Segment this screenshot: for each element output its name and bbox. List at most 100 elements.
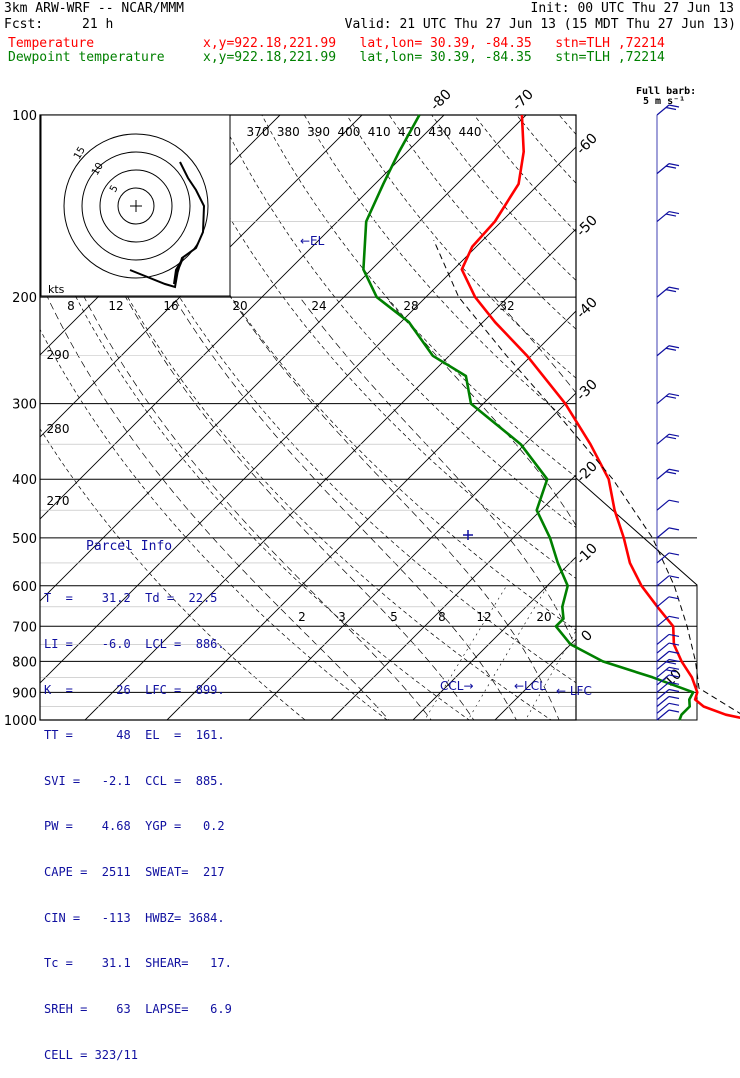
temperature-tick-label: -70 [509,86,536,113]
temperature-tick-label: -80 [427,86,454,113]
temperature-tick-label: -50 [573,212,600,239]
isotherm-line [659,115,740,720]
wind-barb-flag [666,396,676,398]
wind-barb-flag [666,472,676,474]
mixing-ratio-upper-label: 24 [311,299,326,313]
wind-barb-staff [657,528,669,538]
mixing-ratio-upper-label: 20 [232,299,247,313]
isotherm-line [577,115,740,720]
wind-barb-flag [666,214,676,216]
mixing-ratio-upper-label: 16 [163,299,178,313]
wind-barb-staff [657,651,669,661]
parcel-info-line: SREH = 63 LAPSE= 6.9 [44,1002,232,1017]
pressure-tick-label: 600 [12,580,37,595]
temperature-tick-label: -60 [573,130,600,157]
parcel-info-line: LI = -6.0 LCL = 886. [44,637,232,652]
wind-barb-staff [657,434,669,444]
wind-barb-staff [657,616,669,626]
theta-e-label: 430 [428,125,451,139]
mixing-ratio-upper-label: 32 [499,299,514,313]
wind-barb-staff [657,394,669,404]
wind-barb-staff [657,597,669,607]
parcel-info-line: T = 31.2 Td = 22.5 [44,591,232,606]
parcel-info-line: CELL = 323/11 [44,1048,232,1063]
lfc-annotation: ← LFC [556,684,592,698]
parcel-info-line: PW = 4.68 YGP = 0.2 [44,819,232,834]
mixing-ratio-lower-label: 8 [438,610,446,624]
theta-label: 290 [47,348,70,362]
dry-adiabat [644,115,740,733]
wind-barb-flag [669,500,679,502]
mixing-ratio-lower-label: 5 [390,610,398,624]
pressure-tick-label: 900 [12,686,37,701]
mixing-ratio-upper-label: 12 [108,299,123,313]
wind-barb-staff [657,287,669,297]
parcel-info-line: CIN = -113 HWBZ= 3684. [44,911,232,926]
moist-adiabat [624,297,729,733]
dry-adiabat [729,115,740,733]
wind-barb-flag [669,690,679,692]
wind-barb-staff [657,576,669,586]
parcel-info-line: SVI = -2.1 CCL = 885. [44,774,232,789]
mixing-ratio-lower-label: 12 [476,610,491,624]
wind-barb-flag [669,164,679,166]
mixing-ratio-upper-label: 28 [403,299,418,313]
wind-barb-flag [666,290,676,292]
temperature-tick-label: -10 [573,540,600,567]
wind-barb-flag [666,166,676,168]
wind-barb-staff [657,212,669,222]
theta-e-label: 380 [277,125,300,139]
wind-barb-flag [669,616,679,618]
wind-barb-flag [669,703,679,705]
wind-barb-flag [669,553,679,555]
hodograph-unit: kts [48,283,65,296]
mixing-ratio-line [625,586,702,733]
wind-barb-staff [657,469,669,479]
pressure-tick-label: 800 [12,655,37,670]
wind-barb-flag [669,212,679,214]
dry-adiabat [687,115,740,733]
ccl-annotation: CCL→ [440,679,474,693]
theta-e-label: 400 [337,125,360,139]
temperature-tick-label: 0 [578,627,596,645]
wind-legend-line2: 5 m s⁻¹ [643,94,685,109]
wind-barb-flag [669,528,679,530]
mixing-ratio-line [574,586,654,733]
parcel-info-line: Tc = 31.1 SHEAR= 17. [44,956,232,971]
theta-label: 270 [47,494,70,508]
wind-barb-flag [669,346,679,348]
wind-barb-flag [666,437,676,439]
dry-adiabat [602,115,740,733]
parcel-info-line: K = 26 LFC = 899. [44,683,232,698]
wind-barb-flag [669,434,679,436]
wind-barb-flag [669,710,679,712]
pressure-tick-label: 1000 [4,714,37,729]
temperature-tick-label: -20 [573,458,600,485]
pressure-tick-label: 200 [12,291,37,306]
pressure-tick-label: 500 [12,532,37,547]
el-annotation: ←EL [300,234,325,248]
parcel-info-line: CAPE = 2511 SWEAT= 217 [44,865,232,880]
temperature-tick-label: -30 [573,376,600,403]
wind-barb-flag [669,287,679,289]
mixing-ratio-lower-label: 3 [338,610,346,624]
parcel-info-line: TT = 48 EL = 161. [44,728,232,743]
theta-label: 280 [47,422,70,436]
wind-barb-staff [657,634,669,644]
pressure-tick-label: 400 [12,473,37,488]
theta-e-label: 410 [368,125,391,139]
wind-barb-flag [669,697,679,699]
wind-barb-staff [657,164,669,174]
wind-barb-flag [669,469,679,471]
theta-e-label: 440 [459,125,482,139]
pressure-tick-label: 300 [12,398,37,413]
wind-barb-staff [657,500,669,510]
mixing-ratio-upper-label: 8 [67,299,75,313]
wind-barbs [657,105,679,720]
mixing-ratio-lower-label: 20 [536,610,551,624]
parcel-info-panel: T = 31.2 Td = 22.5 LI = -6.0 LCL = 886. … [44,537,232,751]
theta-e-label: 370 [247,125,270,139]
pressure-tick-label: 700 [12,620,37,635]
temperature-tick-label: -40 [573,294,600,321]
